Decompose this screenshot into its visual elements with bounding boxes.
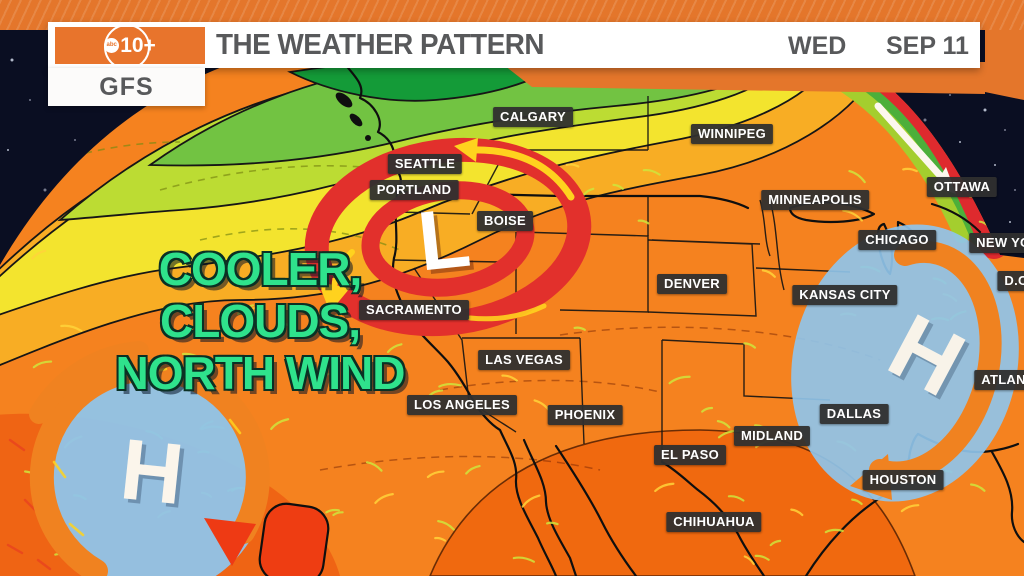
segment-title: THE WEATHER PATTERN — [216, 29, 545, 61]
red-wind-streaks — [6, 438, 52, 571]
header-banner: abc 10+ THE WEATHER PATTERN WED SEP 11 — [48, 22, 980, 70]
low-spin-arrowhead-top — [454, 138, 478, 162]
low-spin-arrowhead-bottom — [318, 282, 350, 312]
high-west-arrowhead — [204, 518, 256, 566]
model-tag: GFS — [48, 68, 205, 106]
headline-line-3: NORTH WIND — [115, 347, 406, 399]
headline-line-2: CLOUDS, — [160, 295, 361, 347]
abc-logo-icon: abc — [104, 38, 120, 53]
headline-line-1: COOLER, — [158, 243, 363, 295]
low-pressure-system: L L — [304, 137, 592, 337]
high-west-symbol-shadow: H — [120, 425, 192, 527]
forecast-day: WED — [788, 32, 847, 60]
channel-number: 10+ — [120, 33, 156, 57]
model-name: GFS — [99, 72, 154, 101]
high-west-symbol: H — [116, 421, 188, 523]
forecast-date: SEP 11 — [886, 32, 969, 60]
high-pressure-west: H H — [29, 341, 270, 576]
jet-arrow — [874, 102, 948, 184]
warm-contour-blob — [258, 502, 330, 576]
headline-annotation: COOLER, CLOUDS, NORTH WIND — [70, 243, 450, 399]
station-logo: abc 10+ — [55, 24, 205, 70]
header-orange-accent — [500, 18, 1024, 100]
low-symbol-shadow: L — [418, 194, 479, 293]
low-symbol: L — [414, 190, 475, 289]
